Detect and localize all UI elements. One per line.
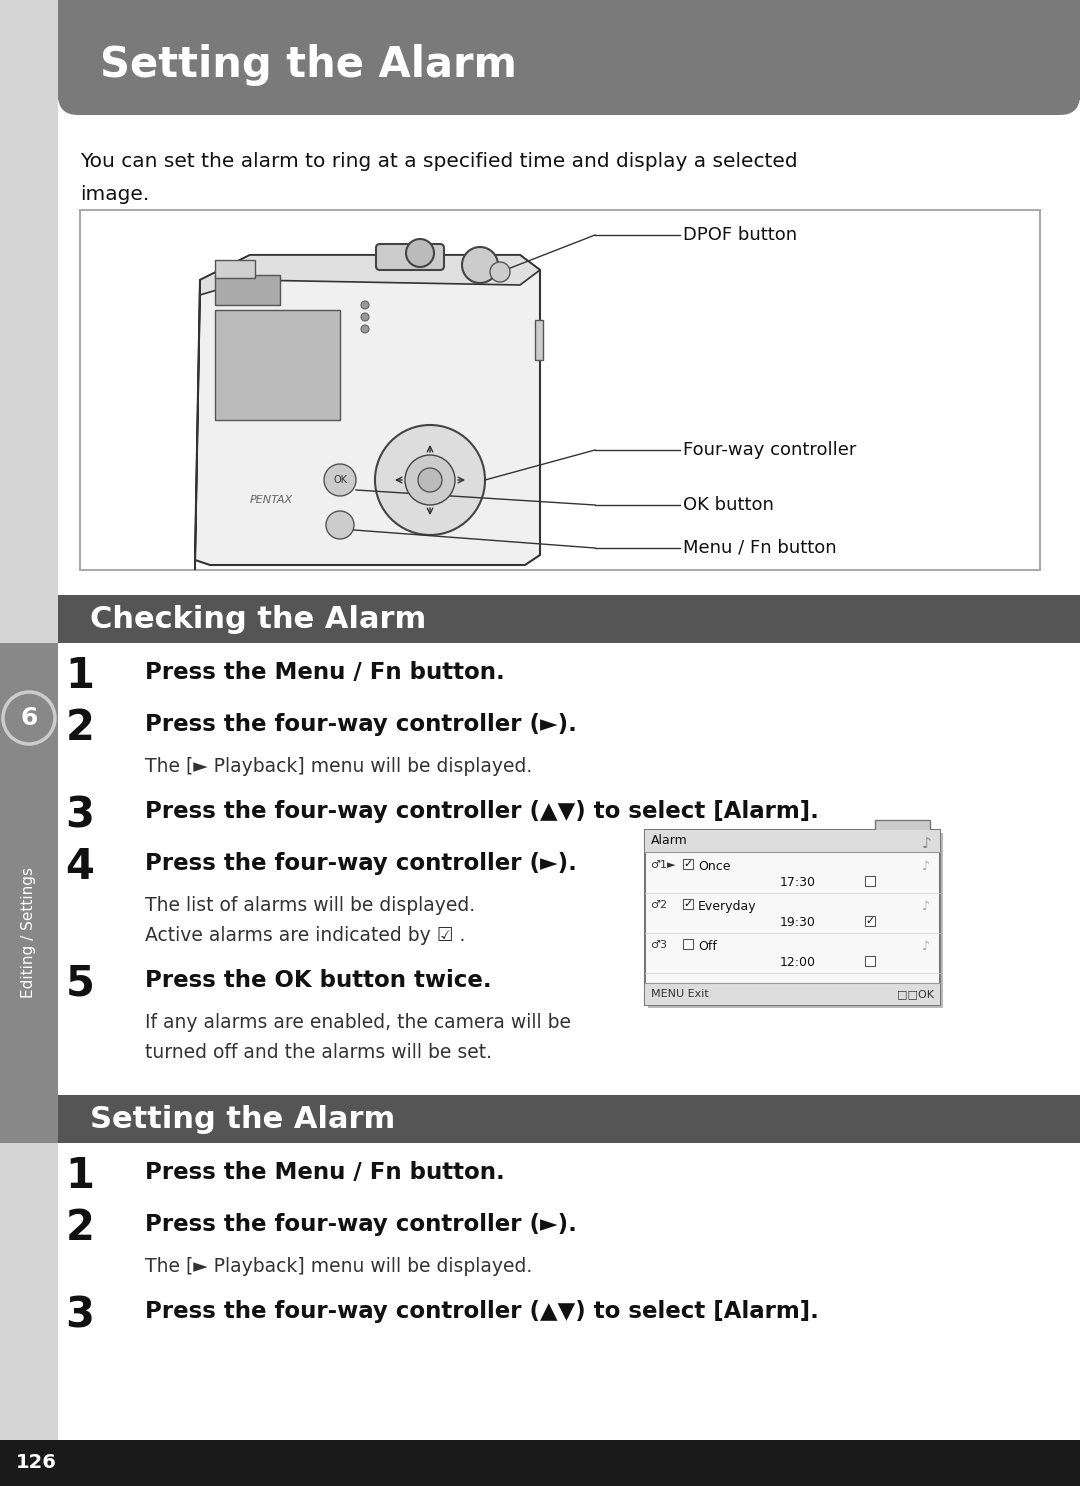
Text: ♂3: ♂3: [650, 941, 667, 950]
Text: Active alarms are indicated by ☑ .: Active alarms are indicated by ☑ .: [145, 926, 465, 945]
Text: Press the OK button twice.: Press the OK button twice.: [145, 969, 491, 993]
Text: OK button: OK button: [683, 496, 774, 514]
Circle shape: [490, 262, 510, 282]
Text: Setting the Alarm: Setting the Alarm: [100, 45, 517, 86]
Text: MENU Exit: MENU Exit: [651, 990, 708, 999]
Text: Alarm: Alarm: [651, 835, 688, 847]
Circle shape: [324, 464, 356, 496]
Text: 6: 6: [21, 706, 38, 730]
Text: Press the Menu / Fn button.: Press the Menu / Fn button.: [145, 661, 504, 684]
Bar: [865, 877, 875, 886]
Text: 3: 3: [66, 1294, 95, 1336]
Text: turned off and the alarms will be set.: turned off and the alarms will be set.: [145, 1043, 492, 1062]
Bar: [58, 1095, 1080, 1143]
Text: ♪: ♪: [922, 901, 930, 912]
Circle shape: [418, 468, 442, 492]
Text: 17:30: 17:30: [780, 877, 816, 889]
Text: Editing / Settings: Editing / Settings: [22, 868, 37, 999]
Text: Everyday: Everyday: [698, 901, 757, 912]
Text: The [► Playback] menu will be displayed.: The [► Playback] menu will be displayed.: [145, 1257, 532, 1276]
Text: □□OK: □□OK: [897, 990, 934, 999]
Text: 1: 1: [66, 655, 95, 697]
Text: ♂1►: ♂1►: [650, 860, 675, 869]
Text: Press the four-way controller (►).: Press the four-way controller (►).: [145, 851, 577, 875]
Text: Once: Once: [698, 860, 730, 872]
Bar: [645, 831, 940, 1005]
Bar: [683, 859, 693, 869]
Text: ✓: ✓: [684, 859, 692, 869]
Text: Menu / Fn button: Menu / Fn button: [683, 539, 837, 557]
Bar: [865, 955, 875, 966]
Circle shape: [375, 425, 485, 535]
Text: 2: 2: [66, 1207, 94, 1250]
Text: 2: 2: [66, 707, 94, 749]
Bar: [535, 319, 543, 360]
Bar: [683, 939, 693, 950]
FancyBboxPatch shape: [376, 244, 444, 270]
Circle shape: [3, 692, 55, 744]
Text: You can set the alarm to ring at a specified time and display a selected: You can set the alarm to ring at a speci…: [80, 152, 798, 171]
Text: Press the four-way controller (►).: Press the four-way controller (►).: [145, 713, 577, 736]
Text: The list of alarms will be displayed.: The list of alarms will be displayed.: [145, 896, 475, 915]
Circle shape: [361, 302, 369, 309]
Bar: [0, 643, 58, 1143]
FancyBboxPatch shape: [58, 0, 1080, 114]
Text: Checking the Alarm: Checking the Alarm: [90, 605, 427, 633]
Text: 1: 1: [66, 1155, 95, 1198]
Bar: [58, 0, 1080, 100]
Text: 12:00: 12:00: [780, 955, 816, 969]
Circle shape: [361, 314, 369, 321]
Text: Setting the Alarm: Setting the Alarm: [90, 1104, 395, 1134]
Text: DPOF button: DPOF button: [683, 226, 797, 244]
Polygon shape: [195, 279, 200, 571]
Text: PENTAX: PENTAX: [249, 495, 293, 505]
Text: Press the Menu / Fn button.: Press the Menu / Fn button.: [145, 1161, 504, 1184]
Text: ✓: ✓: [684, 899, 692, 909]
Circle shape: [406, 239, 434, 267]
Circle shape: [462, 247, 498, 282]
Text: ♂2: ♂2: [650, 901, 667, 909]
Bar: [215, 260, 255, 278]
Text: image.: image.: [80, 184, 149, 204]
FancyBboxPatch shape: [875, 820, 930, 832]
Text: The [► Playback] menu will be displayed.: The [► Playback] menu will be displayed.: [145, 756, 532, 776]
Text: 19:30: 19:30: [780, 915, 815, 929]
Text: Four-way controller: Four-way controller: [683, 441, 856, 459]
Text: 4: 4: [66, 846, 94, 889]
Bar: [865, 915, 875, 926]
Bar: [58, 594, 1080, 643]
Bar: [80, 210, 1040, 571]
Bar: [648, 834, 943, 1008]
Text: ✓: ✓: [865, 915, 875, 926]
Polygon shape: [195, 256, 540, 565]
Text: OK: OK: [333, 476, 347, 484]
Polygon shape: [215, 311, 340, 421]
Text: ♪: ♪: [922, 837, 932, 851]
Bar: [0, 0, 58, 1486]
Text: Press the four-way controller (▲▼) to select [Alarm].: Press the four-way controller (▲▼) to se…: [145, 799, 819, 823]
Text: If any alarms are enabled, the camera will be: If any alarms are enabled, the camera wi…: [145, 1013, 571, 1031]
Text: Press the four-way controller (►).: Press the four-way controller (►).: [145, 1213, 577, 1236]
Text: ♪: ♪: [922, 941, 930, 953]
Bar: [683, 899, 693, 909]
Bar: [645, 831, 940, 851]
Text: Off: Off: [698, 941, 717, 953]
Bar: [0, 1440, 1080, 1486]
Text: 126: 126: [15, 1453, 56, 1473]
Circle shape: [326, 511, 354, 539]
Text: ♪: ♪: [922, 860, 930, 872]
Bar: [215, 275, 280, 305]
Polygon shape: [200, 256, 540, 296]
Text: 3: 3: [66, 794, 95, 837]
Bar: [645, 984, 940, 1005]
Circle shape: [361, 325, 369, 333]
Text: Press the four-way controller (▲▼) to select [Alarm].: Press the four-way controller (▲▼) to se…: [145, 1300, 819, 1323]
Circle shape: [405, 455, 455, 505]
Text: 5: 5: [66, 963, 94, 1005]
